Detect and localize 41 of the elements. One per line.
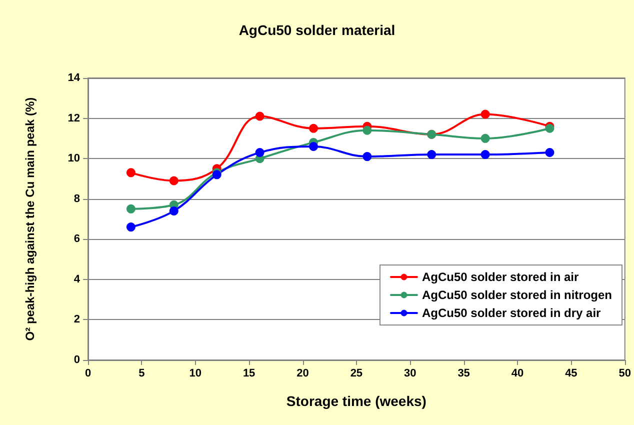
point bbox=[309, 124, 318, 133]
y-tick-label: 12 bbox=[68, 112, 80, 124]
point bbox=[545, 148, 554, 158]
chart-title: AgCu50 solder material bbox=[238, 22, 396, 38]
point bbox=[126, 222, 136, 232]
y-tick-label: 10 bbox=[68, 152, 80, 165]
x-tick-label: 5 bbox=[138, 368, 145, 380]
x-tick-label: 15 bbox=[242, 368, 256, 380]
legend-label: AgCu50 solder stored in dry air bbox=[422, 306, 602, 320]
y-tick-label: 14 bbox=[68, 72, 81, 84]
point bbox=[480, 134, 490, 143]
point bbox=[169, 176, 178, 186]
point bbox=[126, 204, 136, 214]
point bbox=[169, 206, 178, 216]
legend-label: AgCu50 solder stored in nitrogen bbox=[422, 288, 612, 302]
y-tick-label: 0 bbox=[74, 354, 80, 366]
x-tick-label: 30 bbox=[404, 368, 416, 380]
x-tick-label: 35 bbox=[458, 368, 470, 380]
y-axis-title: O² peak-high against the Cu main peak (%) bbox=[23, 97, 37, 341]
legend-label: AgCu50 solder stored in air bbox=[422, 270, 580, 284]
point bbox=[480, 110, 490, 119]
x-tick-label: 45 bbox=[565, 368, 578, 380]
y-tick-label: 6 bbox=[74, 233, 80, 246]
point bbox=[255, 112, 264, 121]
point bbox=[126, 168, 136, 178]
point bbox=[427, 150, 436, 160]
y-tick-label: 4 bbox=[74, 273, 81, 286]
x-axis-title: Storage time (weeks) bbox=[286, 393, 426, 409]
point bbox=[362, 152, 372, 162]
x-tick-label: 40 bbox=[511, 368, 524, 380]
y-tick-label: 8 bbox=[74, 192, 80, 205]
point bbox=[255, 148, 264, 158]
x-tick-label: 20 bbox=[296, 368, 309, 380]
point bbox=[480, 150, 490, 160]
point bbox=[362, 126, 372, 135]
y-tick-label: 2 bbox=[74, 314, 80, 326]
x-tick-label: 10 bbox=[189, 368, 202, 380]
x-tick-label: 0 bbox=[84, 368, 92, 380]
point bbox=[309, 142, 318, 151]
x-tick-label: 50 bbox=[618, 368, 632, 380]
x-tick-label: 25 bbox=[350, 368, 363, 380]
